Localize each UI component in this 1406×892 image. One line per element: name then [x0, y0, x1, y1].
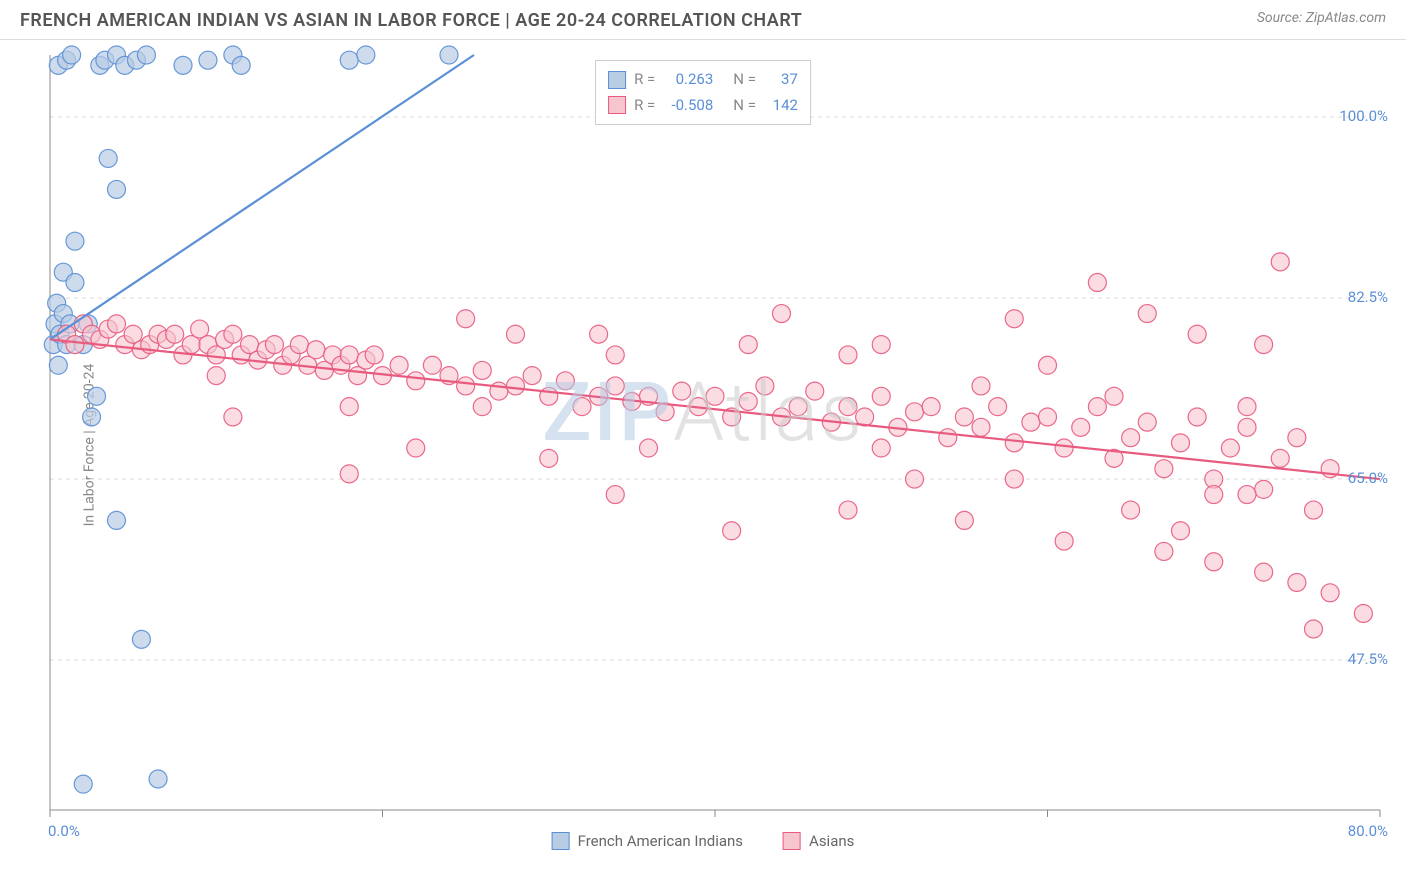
legend-swatch — [608, 71, 626, 89]
header: FRENCH AMERICAN INDIAN VS ASIAN IN LABOR… — [0, 0, 1406, 40]
chart-container: In Labor Force | Age 20-24 ZIPAtlas R =0… — [0, 40, 1406, 850]
stats-row: R = 0.263 N = 37 — [608, 67, 798, 93]
legend-label: Asians — [809, 832, 854, 850]
n-value: 142 — [764, 93, 798, 119]
y-tick-label: 47.5% — [1348, 650, 1388, 668]
x-tick-label: 80.0% — [1348, 822, 1388, 840]
bottom-legend: French American Indians Asians — [552, 832, 855, 850]
chart-title: FRENCH AMERICAN INDIAN VS ASIAN IN LABOR… — [20, 10, 802, 31]
stats-legend-box: R = 0.263 N = 37 R = -0.508 N = 142 — [595, 60, 811, 125]
r-value: -0.508 — [663, 93, 713, 119]
y-tick-label: 100.0% — [1339, 107, 1388, 125]
stats-row: R = -0.508 N = 142 — [608, 93, 798, 119]
legend-swatch — [783, 832, 801, 850]
r-value: 0.263 — [663, 67, 713, 93]
y-tick-label: 82.5% — [1348, 288, 1388, 306]
scatter-chart — [0, 40, 1406, 850]
y-tick-label: 65.0% — [1348, 469, 1388, 487]
n-value: 37 — [764, 67, 798, 93]
legend-item: Asians — [783, 832, 854, 850]
legend-label: French American Indians — [578, 832, 743, 850]
legend-swatch — [608, 96, 626, 114]
r-label: R = — [634, 93, 655, 119]
x-tick-label: 0.0% — [48, 822, 80, 840]
legend-swatch — [552, 832, 570, 850]
n-label: N = — [733, 93, 756, 119]
source-label: Source: ZipAtlas.com — [1257, 10, 1386, 26]
n-label: N = — [733, 67, 756, 93]
legend-item: French American Indians — [552, 832, 743, 850]
r-label: R = — [634, 67, 655, 93]
